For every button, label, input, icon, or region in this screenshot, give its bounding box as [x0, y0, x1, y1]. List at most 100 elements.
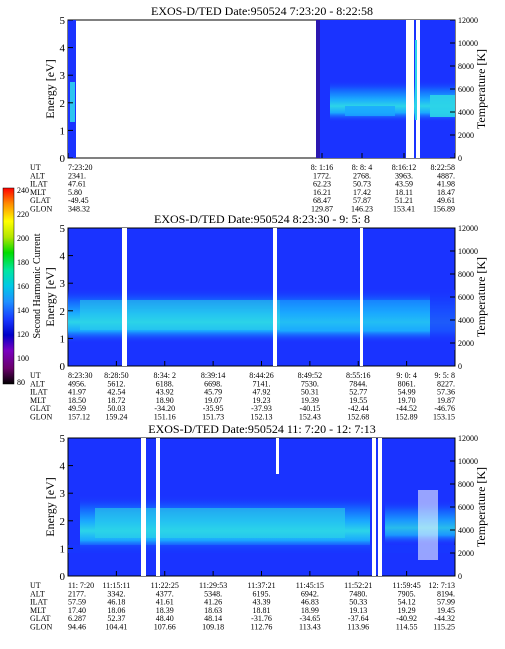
orbit-value-glon: 113.96: [347, 623, 369, 632]
orbit-value-alt: 8061.: [398, 379, 416, 388]
panel-3-gap: [156, 438, 160, 576]
orbit-value-glat: -35.95: [203, 404, 224, 413]
y-tick-label: 4: [60, 43, 66, 55]
orbit-row-label: GLAT: [30, 196, 51, 205]
y2-tick-label: 10000: [458, 39, 478, 48]
orbit-value-ut: 12: 7:13: [429, 581, 455, 590]
orbit-row-label: GLON: [30, 413, 52, 422]
orbit-row-label: ILAT: [30, 388, 47, 397]
orbit-row-label: ILAT: [30, 598, 47, 607]
y-tick-label: 0: [60, 361, 66, 373]
orbit-value-alt: 7480.: [349, 589, 367, 598]
orbit-value-glat: -46.76: [434, 404, 455, 413]
orbit-value-glat: 49.59: [68, 404, 86, 413]
colorbar-tick-label: 140: [17, 306, 29, 315]
orbit-value-mlt: 18.39: [156, 606, 174, 615]
panel-3-gap: [276, 438, 279, 474]
orbit-row-label: ALT: [30, 379, 45, 388]
orbit-value-glon: 159.24: [105, 413, 127, 422]
orbit-value-alt: 7141.: [253, 379, 271, 388]
orbit-value-glat: -34.20: [154, 404, 175, 413]
orbit-value-glat: 57.87: [353, 196, 371, 205]
orbit-value-glon: 146.23: [351, 205, 373, 214]
orbit-value-mlt: 18.06: [107, 606, 125, 615]
orbit-value-glon: 129.87: [311, 205, 333, 214]
orbit-value-alt: 8227.: [437, 379, 455, 388]
panel-3-gap: [372, 438, 376, 576]
orbit-value-ut: 8:16:12: [392, 163, 416, 172]
orbit-value-alt: 8194.: [437, 589, 455, 598]
orbit-value-ut: 8:44:26: [249, 371, 273, 380]
orbit-value-ut: 11:15:11: [102, 581, 130, 590]
orbit-value-mlt: 17.42: [353, 188, 371, 197]
orbit-value-mlt: 5.80: [68, 188, 82, 197]
panel-1-gap: [416, 20, 420, 158]
orbit-value-alt: 2177.: [68, 589, 86, 598]
orbit-value-glon: 151.73: [202, 413, 224, 422]
y2-tick-label: 12000: [458, 16, 478, 25]
orbit-value-mlt: 19.23: [253, 396, 271, 405]
orbit-value-glon: 112.76: [251, 623, 273, 632]
panel-3-y2label: Temperature [K]: [474, 467, 488, 547]
orbit-row-label: ALT: [30, 171, 45, 180]
orbit-value-ut: 8:34: 2: [154, 371, 176, 380]
panel-3-ylabel: Energy [eV]: [43, 477, 57, 536]
y2-tick-label: 2000: [458, 131, 474, 140]
panel-2-ylabel: Energy [eV]: [43, 267, 57, 326]
orbit-row-label: MLT: [30, 606, 46, 615]
orbit-value-glat: -44.32: [434, 614, 455, 623]
y2-tick-label: 4000: [458, 526, 474, 535]
panel-3-band: [68, 545, 455, 553]
orbit-value-ut: 11:37:21: [247, 581, 275, 590]
orbit-value-ilat: 46.18: [107, 598, 125, 607]
orbit-value-ilat: 43.59: [395, 180, 413, 189]
panel-2-title: EXOS-D/TED Date:950524 8:23:30 - 9: 5: 8: [154, 212, 370, 226]
orbit-value-ilat: 50.31: [301, 388, 319, 397]
y-tick-label: 1: [60, 333, 66, 345]
y-tick-label: 1: [60, 125, 66, 137]
orbit-value-ilat: 47.61: [68, 180, 86, 189]
orbit-value-glat: -42.44: [348, 404, 369, 413]
orbit-value-glat: 48.14: [204, 614, 222, 623]
orbit-value-ilat: 50.33: [349, 598, 367, 607]
orbit-row-label: GLAT: [30, 614, 51, 623]
orbit-value-mlt: 19.87: [437, 396, 455, 405]
y2-tick-label: 2000: [458, 549, 474, 558]
y2-tick-label: 8000: [458, 480, 474, 489]
orbit-value-glat: -31.76: [251, 614, 272, 623]
orbit-row-label: UT: [30, 581, 41, 590]
orbit-value-ut: 11:59:45: [393, 581, 421, 590]
orbit-value-glon: 348.32: [68, 205, 90, 214]
orbit-row-label: UT: [30, 371, 41, 380]
orbit-value-glon: 152.43: [299, 413, 321, 422]
orbit-value-glon: 107.66: [154, 623, 176, 632]
y-tick-label: 2: [60, 306, 66, 318]
orbit-row-label: MLT: [30, 396, 46, 405]
orbit-value-glon: 152.89: [396, 413, 418, 422]
orbit-value-glat: 50.03: [107, 404, 125, 413]
y-tick-label: 5: [60, 15, 66, 27]
orbit-value-ut: 8: 8: 4: [352, 163, 372, 172]
y-tick-label: 3: [60, 278, 66, 290]
orbit-row-label: UT: [30, 163, 41, 172]
orbit-value-glon: 115.25: [433, 623, 455, 632]
orbit-value-ilat: 54.12: [398, 598, 416, 607]
orbit-value-ut: 9: 5: 8: [435, 371, 455, 380]
orbit-row-label: GLAT: [30, 404, 51, 413]
orbit-row-label: MLT: [30, 188, 46, 197]
orbit-value-ut: 8: 1:16: [311, 163, 333, 172]
orbit-value-alt: 7905.: [398, 589, 416, 598]
orbit-value-alt: 7530.: [301, 379, 319, 388]
orbit-value-alt: 2768.: [353, 171, 371, 180]
orbit-value-alt: 3342.: [107, 589, 125, 598]
orbit-value-ilat: 41.98: [437, 180, 455, 189]
y2-tick-label: 10000: [458, 457, 478, 466]
orbit-value-ilat: 62.23: [313, 180, 331, 189]
orbit-value-mlt: 18.11: [395, 188, 413, 197]
y-tick-label: 4: [60, 251, 66, 263]
orbit-value-glat: -40.15: [300, 404, 321, 413]
y-tick-label: 2: [60, 516, 66, 528]
y-tick-label: 2: [60, 98, 66, 110]
